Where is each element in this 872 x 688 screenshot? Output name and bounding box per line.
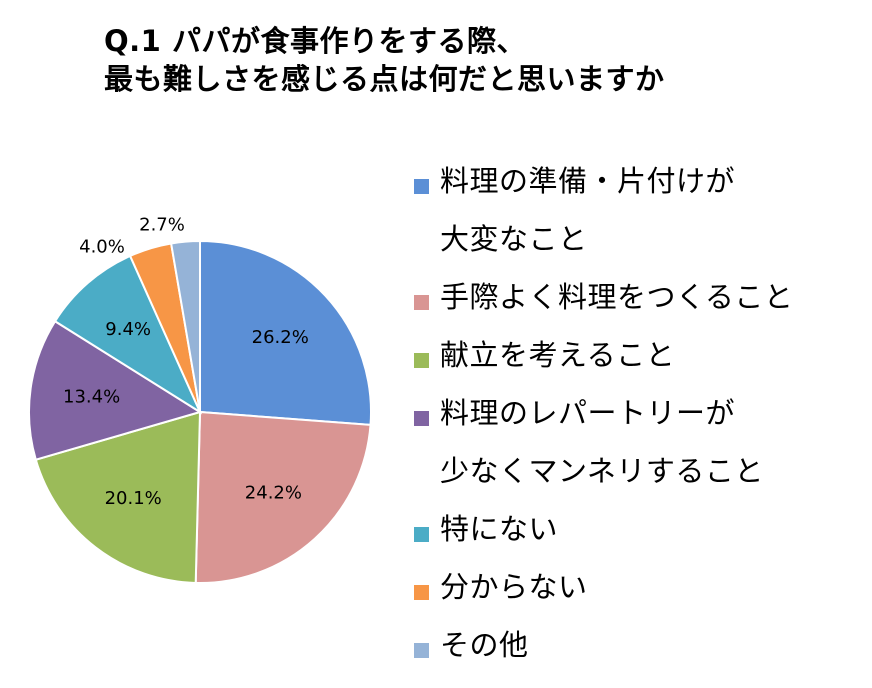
legend-item: 手際よく料理をつくること [414, 280, 793, 326]
legend-swatch [414, 295, 429, 310]
legend-label: 献立を考えること [440, 338, 676, 372]
legend-item: 特にない [414, 512, 558, 558]
pie-slice [169, 239, 201, 413]
pie-slice-label: 26.2% [252, 327, 309, 348]
legend-swatch [414, 411, 429, 426]
legend-label: その他 [440, 628, 529, 662]
legend-label: 分からない [440, 570, 588, 604]
pie-chart: 26.2% 24.2% 20.1% 13.4% 9.4% 4.0% 2.7% [28, 215, 372, 584]
legend-item: 料理のレパートリーが 少なくマンネリすること [414, 396, 764, 500]
legend-swatch [414, 585, 429, 600]
legend-swatch [414, 353, 429, 368]
pie-slice-label: 9.4% [105, 319, 151, 340]
legend-swatch [414, 643, 429, 658]
pie-slice-label: 24.2% [245, 483, 302, 504]
legend-label: 料理のレパートリーが 少なくマンネリすること [440, 396, 764, 488]
legend-label: 料理の準備・片付けが 大変なこと [440, 164, 736, 256]
pie-slice-label: 13.4% [63, 386, 120, 407]
pie-slice-label: 4.0% [79, 237, 125, 258]
legend-label: 特にない [440, 512, 559, 546]
pie-slice [34, 410, 202, 584]
chart-title-line-1: Q.1 パパが食事作りをする際、 [104, 24, 526, 58]
pie-slice [199, 239, 372, 426]
legend-swatch [414, 527, 429, 542]
legend-item: 料理の準備・片付けが 大変なこと [414, 164, 735, 268]
pie-slice [28, 319, 203, 461]
pie-slice-label: 20.1% [105, 488, 162, 509]
pie-slice [53, 254, 203, 415]
pie-slice-label: 2.7% [139, 215, 185, 236]
legend-item: 分からない [414, 570, 588, 616]
chart-title: Q.1 パパが食事作りをする際、 最も難しさを感じる点は何だと思いますか [104, 22, 844, 98]
legend-item: その他 [414, 628, 529, 674]
legend-item: 献立を考えること [414, 338, 675, 384]
legend-swatch [414, 179, 429, 194]
chart-title-line-2: 最も難しさを感じる点は何だと思いますか [104, 62, 665, 96]
legend-label: 手際よく料理をつくること [440, 280, 794, 314]
pie-slice [194, 410, 372, 584]
